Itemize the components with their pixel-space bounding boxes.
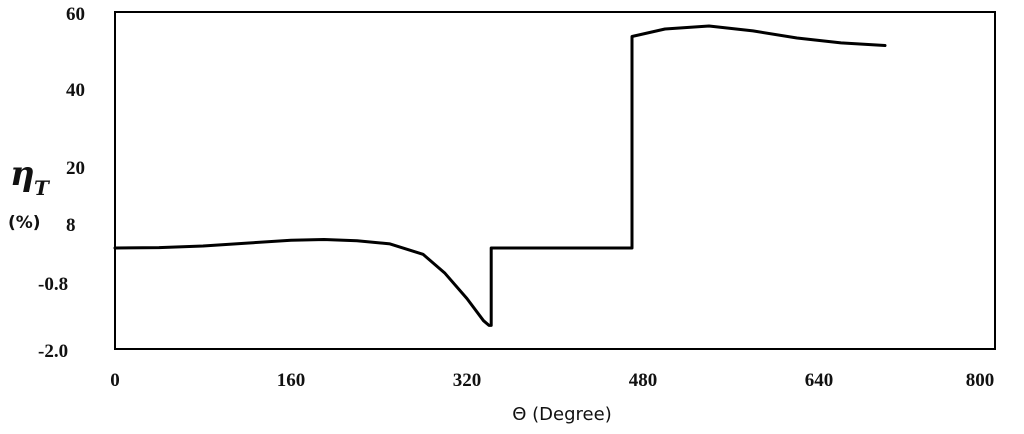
x-tick-label: 320 <box>453 370 482 391</box>
x-tick-label: 800 <box>966 370 995 391</box>
series-line <box>113 24 887 327</box>
x-tick-label: 640 <box>805 370 834 391</box>
x-tick-label: 480 <box>629 370 658 391</box>
y-tick-label: -0.8 <box>38 274 68 295</box>
y-tick-label: -2.0 <box>38 341 68 362</box>
y-axis-label-subscript: T <box>34 176 51 200</box>
x-tick-label: 0 <box>110 370 120 391</box>
x-axis-label: Θ (Degree) <box>512 404 611 425</box>
x-tick-label: 160 <box>277 370 306 391</box>
y-tick-label: 8 <box>66 215 76 236</box>
y-tick-label: 20 <box>66 158 85 179</box>
y-axis-label-symbol: η <box>10 154 35 194</box>
y-tick-label: 40 <box>66 80 85 101</box>
plot-area-frame <box>114 11 996 350</box>
y-tick-label: 60 <box>66 4 85 25</box>
y-axis-label-unit: (%) <box>8 213 41 233</box>
